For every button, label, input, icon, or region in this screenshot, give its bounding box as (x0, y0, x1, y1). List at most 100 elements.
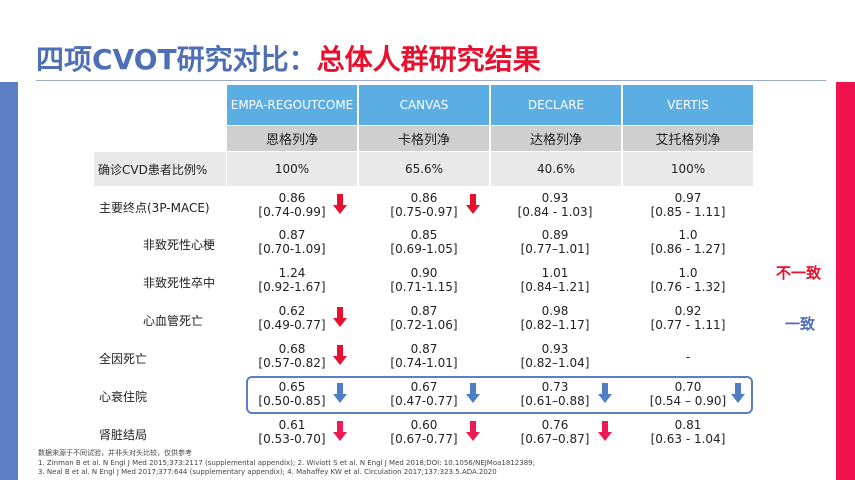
hazard-ratio: - (685, 350, 691, 364)
confidence-interval: [0.74-0.99] (258, 205, 326, 219)
table-cell: 1.0 [0.86 - 1.27] (623, 228, 753, 256)
confidence-interval: [0.82–1.04] (520, 356, 590, 370)
confidence-interval: [0.63 - 1.04] (650, 432, 726, 446)
hazard-ratio: 0.85 (410, 228, 438, 242)
cvd-percent-2: 65.6% (359, 152, 489, 186)
right-accent-bar (836, 82, 855, 480)
hazard-ratio: 0.89 (541, 228, 569, 242)
hazard-ratio: 0.70 (674, 380, 702, 394)
confidence-interval: [0.61–0.88] (520, 394, 590, 408)
row-label: 非致死性卒中 (143, 276, 216, 290)
column-header-3: DECLARE (491, 85, 621, 125)
title-part2: 总体人群研究结果 (316, 43, 541, 76)
hazard-ratio: 0.93 (541, 191, 569, 205)
confidence-interval: [0.47-0.77] (390, 394, 458, 408)
down-arrow-icon (598, 421, 612, 441)
title-divider (36, 80, 826, 81)
hazard-ratio: 0.90 (410, 266, 438, 280)
hazard-ratio: 0.81 (674, 418, 702, 432)
down-arrow-icon (333, 194, 347, 214)
drug-name-4: 艾托格列净 (623, 126, 753, 151)
hazard-ratio: 0.73 (541, 380, 569, 394)
footnote-ref-2: 3. Neal B et al. N Engl J Med 2017;377:6… (38, 468, 497, 476)
confidence-interval: [0.75-0.97] (390, 205, 458, 219)
confidence-interval: [0.77–1.01] (520, 242, 590, 256)
row-label: 肾脏结局 (99, 428, 148, 442)
table-cell: 0.61 [0.53-0.70] (227, 418, 357, 446)
confidence-interval: [0.82–1.17] (520, 318, 590, 332)
row-label: 全因死亡 (99, 352, 148, 366)
confidence-interval: [0.67–0.87] (520, 432, 590, 446)
drug-name-1: 恩格列净 (227, 126, 357, 151)
footnote-disclaimer: 数据来源于不同试验，并非头对头比较，仅供参考 (38, 449, 192, 457)
confidence-interval: [0.67-0.77] (390, 432, 458, 446)
down-arrow-icon (333, 383, 347, 403)
hazard-ratio: 0.97 (674, 191, 702, 205)
cvd-percent-3: 40.6% (491, 152, 621, 186)
row-label: 心血管死亡 (143, 314, 204, 328)
hazard-ratio: 0.87 (410, 304, 438, 318)
slide-title: 四项CVOT研究对比：总体人群研究结果 (36, 38, 541, 78)
table-cell: 0.68 [0.57-0.82] (227, 342, 357, 370)
hazard-ratio: 0.60 (410, 418, 438, 432)
cvd-percent-4: 100% (623, 152, 753, 186)
table-cell: 0.62 [0.49-0.77] (227, 304, 357, 332)
subheader-blank (94, 126, 226, 151)
table-cell: 0.98 [0.82–1.17] (490, 304, 620, 332)
hazard-ratio: 0.65 (278, 380, 306, 394)
row-label: 心衰住院 (99, 390, 148, 404)
down-arrow-icon (333, 307, 347, 327)
confidence-interval: [0.85 - 1.11] (650, 205, 726, 219)
table-cell: 1.01 [0.84–1.21] (490, 266, 620, 294)
table-cell: 0.92 [0.77 - 1.11] (623, 304, 753, 332)
confidence-interval: [0.54 – 0.90] (649, 394, 727, 408)
table-cell: 0.87 [0.74-1.01] (359, 342, 489, 370)
table-cell: 0.60 [0.67-0.77] (359, 418, 489, 446)
hazard-ratio: 1.01 (541, 266, 569, 280)
table-cell: 0.86 [0.75-0.97] (359, 191, 489, 219)
confidence-interval: [0.74-1.01] (390, 356, 458, 370)
table-cell: 0.93 [0.84 - 1.03] (490, 191, 620, 219)
column-header-1: EMPA-REG OUTCOME (227, 85, 357, 125)
confidence-interval: [0.70-1.09] (258, 242, 326, 256)
table-cell: 0.70 [0.54 – 0.90] (623, 380, 753, 408)
table-cell: 0.89 [0.77–1.01] (490, 228, 620, 256)
table-cell: 1.24 [0.92-1.67] (227, 266, 357, 294)
down-arrow-icon (333, 421, 347, 441)
hazard-ratio: 0.68 (278, 342, 306, 356)
table-cell: - (623, 350, 753, 364)
row-label: 主要终点(3P-MACE) (99, 201, 210, 215)
footnote-ref-1: 1. Zinman B et al. N Engl J Med 2015;373… (38, 459, 535, 467)
hazard-ratio: 0.76 (541, 418, 569, 432)
hazard-ratio: 0.98 (541, 304, 569, 318)
confidence-interval: [0.53-0.70] (258, 432, 326, 446)
table-cell: 0.65 [0.50-0.85] (227, 380, 357, 408)
column-header-2: CANVAS (359, 85, 489, 125)
table-cell: 0.73 [0.61–0.88] (490, 380, 620, 408)
table-cell: 0.85 [0.69-1.05] (359, 228, 489, 256)
hazard-ratio: 1.24 (278, 266, 306, 280)
hazard-ratio: 0.86 (278, 191, 306, 205)
hazard-ratio: 0.93 (541, 342, 569, 356)
table-cell: 0.87 [0.70-1.09] (227, 228, 357, 256)
table-cell: 0.93 [0.82–1.04] (490, 342, 620, 370)
hazard-ratio: 0.87 (410, 342, 438, 356)
left-accent-bar (0, 82, 18, 480)
drug-name-3: 达格列净 (491, 126, 621, 151)
hazard-ratio: 0.61 (278, 418, 306, 432)
drug-name-2: 卡格列净 (359, 126, 489, 151)
confidence-interval: [0.86 - 1.27] (650, 242, 726, 256)
down-arrow-icon (731, 383, 745, 403)
table-cell: 1.0 [0.76 - 1.32] (623, 266, 753, 294)
table-cell: 0.97 [0.85 - 1.11] (623, 191, 753, 219)
hazard-ratio: 0.87 (278, 228, 306, 242)
table-cell: 0.76 [0.67–0.87] (490, 418, 620, 446)
table-cell: 0.90 [0.71-1.15] (359, 266, 489, 294)
consistent-note: 一致 (785, 315, 816, 333)
hazard-ratio: 0.92 (674, 304, 702, 318)
table-cell: 0.86 [0.74-0.99] (227, 191, 357, 219)
cvd-percent-1: 100% (227, 152, 357, 186)
confidence-interval: [0.57-0.82] (258, 356, 326, 370)
hazard-ratio: 0.62 (278, 304, 306, 318)
down-arrow-icon (466, 421, 480, 441)
